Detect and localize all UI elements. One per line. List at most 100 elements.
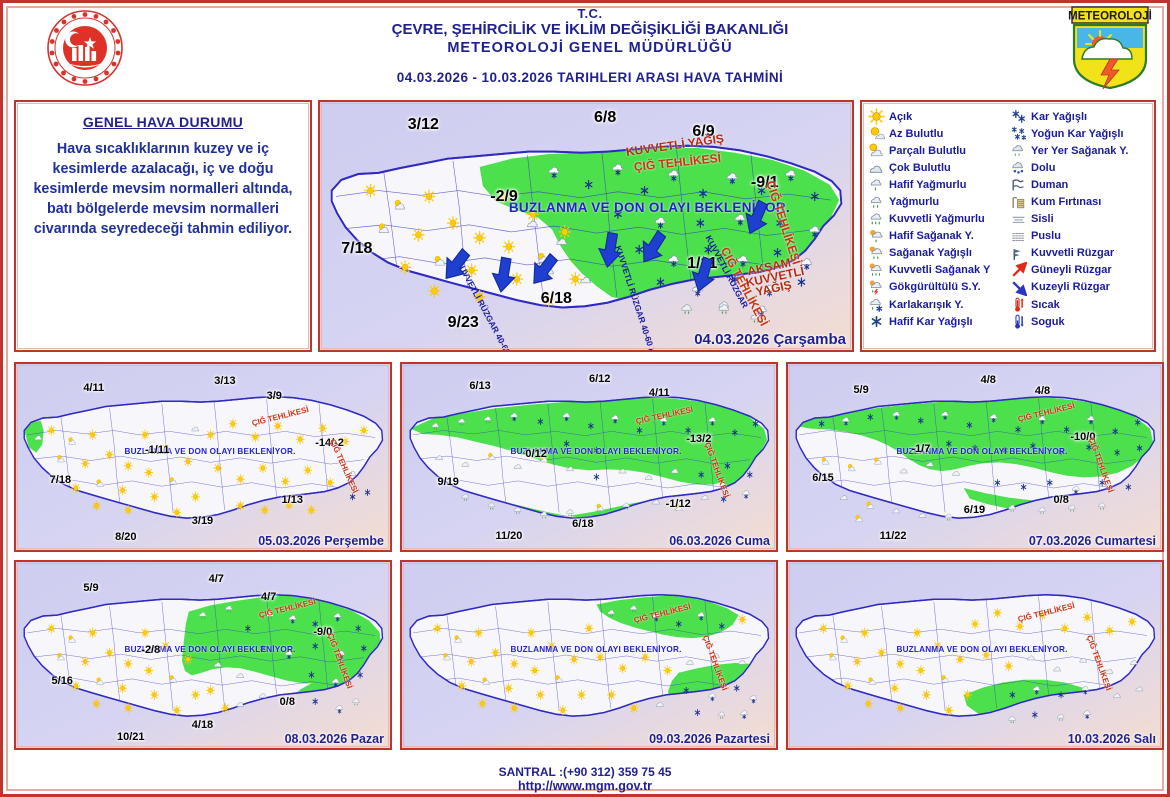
legend-item-haze: Puslu	[1010, 228, 1152, 245]
legend-item-light-shower: Hafif Sağanak Y.	[868, 228, 1010, 245]
smoke-icon	[1010, 177, 1027, 192]
header-directorate: METEOROLOJİ GENEL MÜDÜRLÜĞÜ	[447, 40, 733, 56]
temperature-label: 11/22	[879, 530, 907, 543]
map-date-d2: 06.03.2026 Cuma	[669, 534, 770, 548]
fog-icon	[1010, 212, 1027, 227]
temperature-label: -1/7	[911, 443, 931, 456]
cold-thermometer-icon	[1010, 314, 1027, 329]
sun-small-cloud-icon	[868, 126, 885, 141]
legend-item-label: Kuvvetli Sağanak Y	[889, 264, 991, 277]
forecast-map-saturday[interactable]: 07.03.2026 Cumartesi BUZLANMA VE DON OLA…	[786, 362, 1164, 552]
legend-item-shower: Sağanak Yağışlı	[868, 245, 1010, 262]
frost-warning-label: BUZLANMA VE DON OLAYI BEKLENİYOR.	[510, 644, 682, 654]
temperature-label: 6/12	[589, 373, 611, 386]
heavy-snow-icon	[1010, 126, 1027, 141]
temperature-label: 4/8	[1034, 385, 1051, 398]
frost-warning-label: BUZLANMA VE DON OLAYI BEKLENİYOR.	[508, 199, 791, 215]
temperature-label: 6/9	[692, 123, 715, 141]
sandstorm-icon	[1010, 195, 1027, 210]
temperature-label: 4/11	[83, 381, 105, 394]
footer-website[interactable]: http://www.mgm.gov.tr	[517, 779, 652, 793]
header-title-block: T.C. ÇEVRE, ŞEHİRCİLİK VE İKLİM DEĞİŞİKL…	[300, 6, 880, 57]
legend-item-sleet: Karlakarışık Y.	[868, 296, 1010, 313]
legend-item-label: Hafif Kar Yağışlı	[889, 315, 973, 328]
temperature-label: -9/0	[313, 626, 333, 639]
legend-item-label: Kuvvetli Yağmurlu	[889, 213, 985, 226]
forecast-map-sunday[interactable]: 08.03.2026 Pazar BUZLANMA VE DON OLAYI B…	[14, 560, 392, 750]
forecast-map-friday[interactable]: 06.03.2026 Cuma BUZLANMA VE DON OLAYI BE…	[400, 362, 778, 552]
legend-item-label: Yağmurlu	[889, 196, 940, 209]
temperature-label: 6/18	[572, 518, 594, 531]
rain-icon	[868, 195, 885, 210]
meteoroloji-logo-icon: METEOROLOJİ	[1064, 4, 1156, 90]
light-shower-icon	[868, 229, 885, 244]
map-date-d4: 08.03.2026 Pazar	[284, 732, 384, 746]
header-tc: T.C.	[577, 6, 603, 21]
map-date-main: 04.03.2026 Çarşamba	[694, 331, 846, 348]
map-canvas-d5	[402, 562, 776, 748]
map-canvas-d2	[402, 364, 776, 550]
temperature-label: 9/23	[447, 314, 479, 332]
forecast-map-thursday[interactable]: 05.03.2026 Perşembe BUZLANMA VE DON OLAY…	[14, 362, 392, 552]
temperature-label: 4/11	[648, 387, 670, 400]
legend-item-smoke: Duman	[1010, 176, 1152, 193]
legend-item-label: Gökgürültülü S.Y.	[889, 281, 981, 294]
legend-item-sandstorm: Kum Fırtınası	[1010, 193, 1152, 210]
legend-item-cold-thermometer: Soguk	[1010, 313, 1152, 330]
light-rain-icon	[868, 177, 885, 192]
page-header: T.C. ÇEVRE, ŞEHİRCİLİK VE İKLİM DEĞİŞİKL…	[0, 0, 1170, 98]
temperature-label: 0/8	[279, 695, 295, 708]
legend-column-left: Açık Az Bulutlu Parçalı Bulutlu Çok Bulutlu…	[868, 108, 1010, 350]
legend-item-scattered-shower: Yer Yer Sağanak Y.	[1010, 142, 1152, 159]
legend-item-label: Hafif Sağanak Y.	[889, 230, 974, 243]
legend-column-right: Kar Yağışlı Yoğun Kar Yağışlı Yer Yer Sağa…	[1010, 108, 1152, 350]
temperature-label: -1/11	[145, 443, 170, 456]
temperature-label: 8/20	[115, 531, 137, 544]
map-canvas-d1	[16, 364, 390, 550]
thunderstorm-icon	[868, 280, 885, 296]
map-date-d1: 05.03.2026 Perşembe	[258, 534, 384, 548]
hot-thermometer-icon	[1010, 297, 1027, 312]
legend-item-heavy-rain: Kuvvetli Yağmurlu	[868, 211, 1010, 228]
frost-warning-label: BUZLANMA VE DON OLAYI BEKLENİYOR.	[124, 446, 296, 456]
temperature-label: 7/18	[341, 239, 373, 257]
temperature-label: 4/7	[260, 590, 277, 603]
ministry-logo-icon	[26, 8, 144, 88]
north-wind-arrow-icon	[1010, 280, 1027, 296]
legend-item-strong-wind: Kuvvetli Rüzgar	[1010, 245, 1152, 262]
map-canvas-d4	[16, 562, 390, 748]
legend-item-thunderstorm: Gökgürültülü S.Y.	[868, 279, 1010, 296]
forecast-map-tuesday[interactable]: 10.03.2026 Salı BUZLANMA VE DON OLAYI BE…	[786, 560, 1164, 750]
temperature-label: -13/2	[686, 432, 712, 445]
legend-item-label: Karlakarışık Y.	[889, 298, 964, 311]
legend-item-sun-small-cloud: Az Bulutlu	[868, 125, 1010, 142]
temperature-label: 6/19	[963, 503, 986, 516]
legend-item-north-wind-arrow: Kuzeyli Rüzgar	[1010, 279, 1152, 296]
legend-item-sun-cloud: Parçalı Bulutlu	[868, 142, 1010, 159]
temperature-label: 11/20	[495, 530, 523, 543]
legend-item-label: Dolu	[1031, 161, 1056, 174]
temperature-label: 6/13	[469, 379, 491, 392]
general-weather-panel: GENEL HAVA DURUMU Hava sıcaklıklarının k…	[14, 100, 312, 352]
temperature-label: 6/15	[812, 471, 834, 484]
haze-icon	[1010, 229, 1027, 244]
main-forecast-map-wednesday[interactable]: 04.03.2026 Çarşamba BUZLANMA VE DON OLAY…	[318, 100, 854, 352]
legend-item-label: Puslu	[1031, 230, 1061, 243]
legend-item-label: Kuzeyli Rüzgar	[1031, 281, 1110, 294]
sleet-icon	[868, 297, 885, 313]
temperature-label: 3/19	[191, 514, 214, 527]
temperature-label: 3/13	[214, 375, 236, 388]
legend-item-rain: Yağmurlu	[868, 193, 1010, 210]
legend-item-label: Yer Yer Sağanak Y.	[1031, 144, 1129, 157]
sun-icon	[868, 108, 885, 125]
temperature-label: 7/18	[49, 473, 72, 486]
forecast-map-monday[interactable]: 09.03.2026 Pazartesi BUZLANMA VE DON OLA…	[400, 560, 778, 750]
legend-item-label: Sisli	[1031, 213, 1054, 226]
temperature-label: -14/-2	[315, 436, 344, 449]
legend-item-south-wind-arrow: Güneyli Rüzgar	[1010, 261, 1152, 279]
legend-item-label: Soguk	[1031, 315, 1065, 328]
temperature-label: 4/8	[980, 374, 996, 387]
map-date-d6: 10.03.2026 Salı	[1067, 732, 1156, 746]
page-footer: SANTRAL :(+90 312) 359 75 45 http://www.…	[0, 765, 1170, 793]
legend-item-heavy-snow: Yoğun Kar Yağışlı	[1010, 125, 1152, 142]
